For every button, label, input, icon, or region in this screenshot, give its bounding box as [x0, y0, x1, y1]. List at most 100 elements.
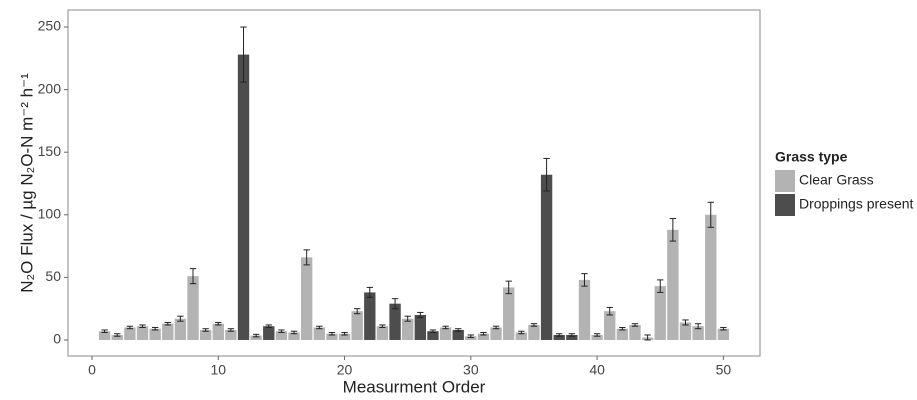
legend-label: Droppings present [799, 196, 914, 212]
legend-swatch [775, 194, 795, 216]
error-bar [404, 315, 411, 322]
bar [275, 331, 288, 340]
bar [528, 324, 540, 340]
error-bar [505, 280, 512, 295]
error-bar [657, 279, 664, 293]
bar [389, 303, 401, 340]
bar [250, 335, 262, 340]
bar [288, 332, 300, 340]
bar [540, 174, 553, 340]
error-bar [518, 330, 525, 335]
bar [263, 326, 275, 340]
error-bar [139, 324, 146, 328]
bar [604, 311, 616, 340]
bar [326, 333, 338, 340]
x-tick-label: 10 [210, 362, 226, 378]
error-bar [303, 249, 310, 266]
error-bar [593, 333, 601, 337]
error-bar [543, 157, 550, 192]
bar [162, 323, 174, 340]
x-tick-label: 0 [88, 362, 96, 378]
bar [98, 331, 111, 340]
legend-swatch [775, 170, 795, 192]
x-tick-label: 40 [589, 362, 605, 378]
error-bar [290, 330, 298, 335]
error-bar [391, 298, 399, 310]
bar [124, 327, 136, 340]
y-tick-label: 100 [38, 205, 62, 221]
bar [591, 334, 603, 340]
error-bar [240, 26, 247, 83]
y-tick-label: 50 [45, 268, 61, 284]
error-bar [417, 311, 424, 318]
y-tick-label: 200 [38, 80, 62, 96]
bar [616, 328, 629, 340]
bar [679, 322, 692, 340]
bar [376, 326, 389, 340]
error-bar [568, 333, 576, 337]
bar [212, 323, 224, 340]
error-bar [278, 329, 285, 333]
bar [364, 292, 376, 340]
bar [199, 329, 212, 340]
error-bar [366, 286, 373, 298]
error-bar [164, 321, 171, 326]
bar [705, 214, 717, 340]
error-bar [316, 325, 323, 330]
error-bar [669, 218, 677, 242]
bar [477, 333, 490, 340]
error-bar [606, 306, 613, 316]
bar [515, 332, 528, 340]
error-bar [353, 308, 361, 315]
error-bar [265, 324, 272, 328]
bar [414, 314, 426, 340]
error-bar [379, 324, 386, 328]
bar [654, 286, 666, 340]
bar [225, 329, 237, 340]
error-bar [631, 323, 639, 327]
error-bar [429, 329, 437, 333]
legend-label: Clear Grass [799, 172, 874, 188]
error-bar [644, 334, 651, 341]
y-axis-title: N₂O Flux / µg N₂O-N m⁻² h⁻¹ [17, 73, 36, 293]
error-bar [215, 321, 222, 326]
bar [439, 327, 452, 340]
bar [465, 336, 477, 340]
bar [427, 331, 439, 340]
bar [351, 311, 363, 340]
bar [490, 327, 502, 340]
error-bar [341, 331, 348, 336]
bar [300, 257, 313, 340]
bar [136, 326, 149, 340]
error-bar [467, 334, 475, 338]
error-bar [189, 268, 197, 285]
error-bar [151, 326, 159, 331]
bar [452, 329, 464, 340]
error-bar [126, 325, 134, 330]
legend-title: Grass type [775, 149, 848, 165]
plot-border [67, 9, 761, 357]
x-tick-label: 30 [463, 362, 479, 378]
bar [338, 333, 351, 340]
error-bar [177, 315, 184, 322]
error-bar [694, 323, 702, 330]
error-bar [114, 333, 121, 337]
bar [566, 334, 578, 340]
error-bar [252, 333, 260, 338]
bar [237, 54, 250, 340]
error-bar [530, 323, 538, 327]
error-bar [202, 328, 209, 332]
bar [629, 324, 641, 340]
bar [717, 328, 730, 340]
bar [503, 287, 515, 340]
x-tick-label: 20 [337, 362, 353, 378]
bar [667, 229, 679, 340]
bar [578, 279, 591, 340]
bar [692, 326, 704, 340]
error-bar [556, 333, 563, 337]
error-bar [581, 273, 588, 287]
error-bar [442, 325, 449, 330]
error-bar [720, 326, 727, 331]
y-tick-label: 150 [38, 143, 62, 159]
